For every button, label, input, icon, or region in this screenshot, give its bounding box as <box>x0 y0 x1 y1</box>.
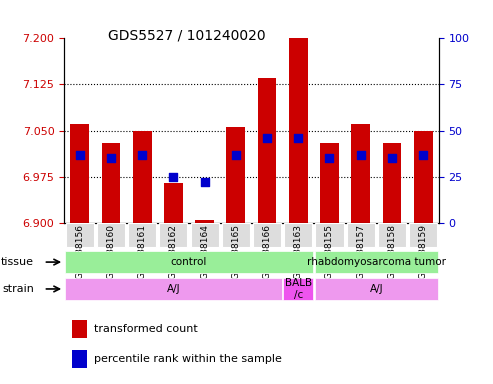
Text: tissue: tissue <box>1 257 34 267</box>
Point <box>232 151 240 157</box>
Point <box>76 151 84 157</box>
Text: GSM738158: GSM738158 <box>387 224 396 279</box>
Text: control: control <box>171 257 207 267</box>
Bar <box>222 223 250 247</box>
Bar <box>133 131 151 223</box>
Bar <box>320 143 339 223</box>
Bar <box>71 350 87 369</box>
Point <box>201 179 209 185</box>
Point <box>170 174 177 180</box>
Text: GSM738159: GSM738159 <box>419 224 427 279</box>
Bar <box>102 143 120 223</box>
Text: GDS5527 / 101240020: GDS5527 / 101240020 <box>108 29 266 43</box>
Bar <box>97 223 125 247</box>
Point <box>388 155 396 161</box>
Bar <box>409 223 437 247</box>
Bar <box>383 143 401 223</box>
Text: GSM738157: GSM738157 <box>356 224 365 279</box>
Bar <box>128 223 156 247</box>
Text: GSM738155: GSM738155 <box>325 224 334 279</box>
Bar <box>316 223 344 247</box>
Bar <box>164 183 183 223</box>
Text: GSM738156: GSM738156 <box>75 224 84 279</box>
Text: strain: strain <box>2 284 34 294</box>
Bar <box>65 251 313 273</box>
Bar <box>315 251 438 273</box>
Bar <box>70 124 89 223</box>
Point <box>138 151 146 157</box>
Text: GSM738165: GSM738165 <box>231 224 240 279</box>
Text: GSM738164: GSM738164 <box>200 224 209 279</box>
Text: GSM738160: GSM738160 <box>106 224 115 279</box>
Point <box>294 135 302 141</box>
Text: A/J: A/J <box>167 284 180 294</box>
Bar <box>159 223 187 247</box>
Text: BALB
/c: BALB /c <box>284 278 312 300</box>
Point <box>107 155 115 161</box>
Bar <box>352 124 370 223</box>
Bar <box>226 127 245 223</box>
Bar <box>284 223 313 247</box>
Bar <box>190 223 218 247</box>
Point <box>325 155 333 161</box>
Point <box>263 135 271 141</box>
Bar <box>414 131 432 223</box>
Bar <box>65 278 282 300</box>
Bar <box>71 320 87 338</box>
Text: percentile rank within the sample: percentile rank within the sample <box>94 354 282 364</box>
Text: GSM738166: GSM738166 <box>263 224 272 279</box>
Point <box>357 151 365 157</box>
Text: transformed count: transformed count <box>94 324 198 334</box>
Text: GSM738162: GSM738162 <box>169 224 178 279</box>
Bar <box>253 223 281 247</box>
Bar <box>66 223 94 247</box>
Text: GSM738161: GSM738161 <box>138 224 146 279</box>
Text: rhabdomyosarcoma tumor: rhabdomyosarcoma tumor <box>307 257 446 267</box>
Bar <box>283 278 313 300</box>
Bar <box>195 220 214 223</box>
Bar <box>315 278 438 300</box>
Point <box>419 151 427 157</box>
Text: GSM738163: GSM738163 <box>294 224 303 279</box>
Bar <box>378 223 406 247</box>
Bar <box>258 78 277 223</box>
Text: A/J: A/J <box>370 284 383 294</box>
Bar <box>347 223 375 247</box>
Bar <box>289 38 308 223</box>
